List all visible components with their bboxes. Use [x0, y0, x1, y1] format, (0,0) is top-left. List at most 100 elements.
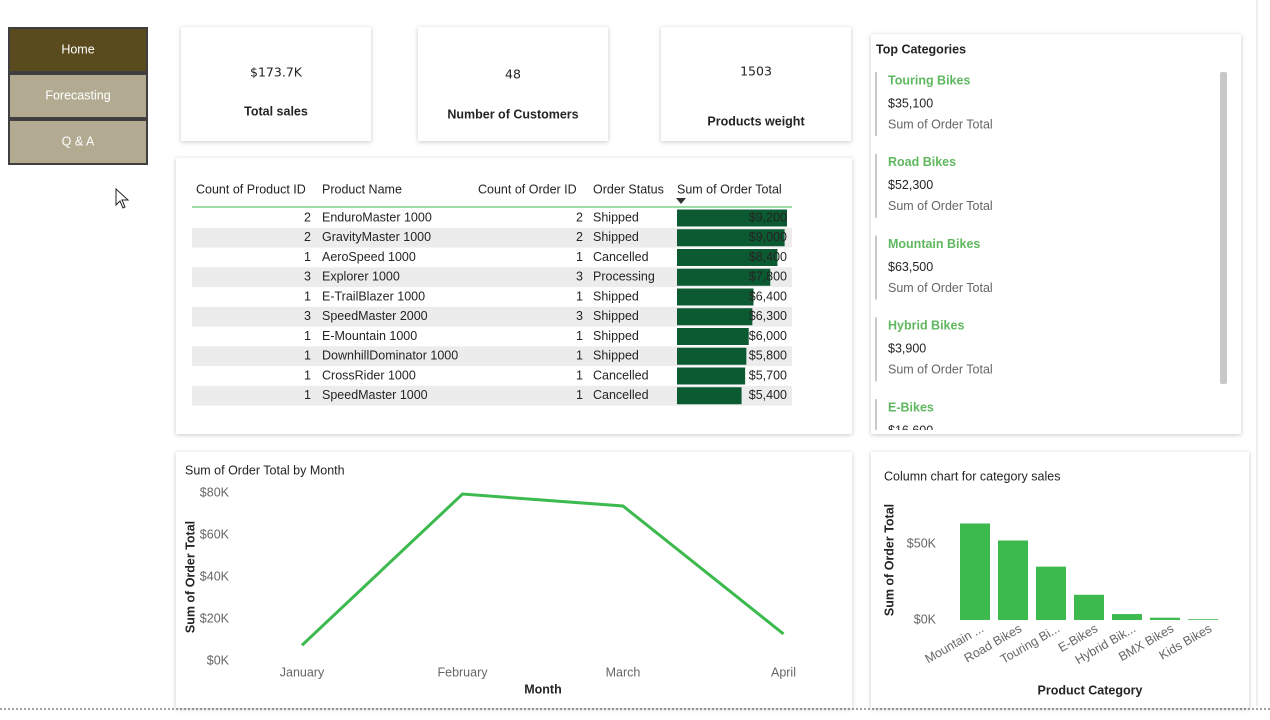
cell: EnduroMaster 1000 [322, 210, 432, 224]
cell: 1 [304, 349, 311, 363]
cell: 1 [576, 289, 583, 303]
card [661, 27, 851, 141]
cell: Processing [593, 270, 655, 284]
cell: E-Mountain 1000 [322, 329, 417, 343]
cell: Shipped [593, 230, 639, 244]
y-tick-label: $50K [907, 536, 937, 550]
cell: Shipped [593, 210, 639, 224]
cell: $9,200 [749, 210, 787, 224]
item-measure: Sum of Order Total [888, 117, 993, 131]
cell: $8,400 [749, 250, 787, 264]
data-bar [677, 288, 754, 306]
list-panel [871, 34, 1241, 434]
row-band [192, 385, 792, 406]
cell: 2 [304, 230, 311, 244]
cell: $6,400 [749, 289, 787, 303]
cell: $6,000 [749, 329, 787, 343]
cell: 2 [576, 210, 583, 224]
cell: GravityMaster 1000 [322, 230, 431, 244]
item-value: $35,100 [888, 96, 933, 110]
card [181, 27, 371, 141]
sort-indicator [676, 198, 686, 204]
item-measure: Sum of Order Total [888, 363, 993, 377]
chart-title: Sum of Order Total by Month [185, 463, 345, 477]
card-label: Total sales [244, 104, 308, 118]
cell: Cancelled [593, 250, 649, 264]
y-tick-label: $40K [200, 569, 230, 583]
column-header: Order Status [593, 182, 664, 196]
cell: Cancelled [593, 388, 649, 402]
nav-button[interactable] [8, 27, 148, 73]
cell: 1 [576, 250, 583, 264]
x-tick-label: January [280, 665, 325, 679]
cell: 1 [304, 388, 311, 402]
cursor [115, 187, 130, 209]
cell: $7,800 [749, 270, 787, 284]
cell: Cancelled [593, 368, 649, 382]
cell: 2 [304, 210, 311, 224]
data-bar [677, 249, 778, 266]
row-band [192, 346, 792, 367]
bar [1074, 594, 1104, 620]
x-tick-label: March [606, 665, 641, 679]
card-label: Products weight [707, 114, 805, 128]
column-header: Sum of Order Total [677, 182, 782, 196]
y-tick-label: $60K [200, 527, 230, 541]
item-name: Touring Bikes [888, 73, 970, 87]
cell: 3 [576, 309, 583, 323]
y-axis-title: Sum of Order Total [882, 504, 896, 616]
card-value: 1503 [740, 64, 772, 79]
data-bar [677, 209, 787, 227]
cell: Shipped [593, 289, 639, 303]
cell: $6,300 [749, 309, 787, 323]
cell: 1 [576, 349, 583, 363]
y-tick-label: $0K [207, 653, 230, 667]
nav-label[interactable]: Home [61, 42, 94, 56]
nav-label[interactable]: Q & A [62, 134, 95, 148]
y-tick-label: $80K [200, 485, 230, 499]
cell: CrossRider 1000 [322, 368, 416, 382]
item-value: $52,300 [888, 178, 933, 192]
y-tick-label: $20K [200, 611, 230, 625]
scrollbar[interactable] [1220, 72, 1227, 384]
line [300, 492, 785, 647]
item-measure: Sum of Order Total [888, 281, 993, 295]
cell: Shipped [593, 329, 639, 343]
x-tick-label: February [437, 665, 488, 679]
cell: 3 [576, 270, 583, 284]
cell: $9,000 [749, 230, 787, 244]
column-header: Count of Order ID [478, 182, 577, 196]
nav-button[interactable] [8, 73, 148, 119]
item-name: Mountain Bikes [888, 237, 980, 251]
data-bar [677, 268, 771, 286]
cell: SpeedMaster 2000 [322, 309, 428, 323]
cell: AeroSpeed 1000 [322, 250, 416, 264]
list-items: Touring Bikes $35,100 Sum of Order Total Ro… [875, 72, 993, 437]
cell: 3 [304, 270, 311, 284]
nav-button[interactable] [8, 119, 148, 165]
card-label: Number of Customers [447, 107, 578, 121]
item-name: E-Bikes [888, 400, 934, 414]
item-measure: Sum of Order Total [888, 199, 993, 213]
cell: Shipped [593, 309, 639, 323]
list-title: Top Categories [876, 42, 966, 56]
bar [1036, 566, 1066, 620]
cell: 1 [304, 329, 311, 343]
chart-title: Column chart for category sales [884, 469, 1060, 483]
data-bar [677, 367, 746, 385]
y-axis-title: Sum of Order Total [183, 521, 197, 633]
cell: DownhillDominator 1000 [322, 349, 458, 363]
bar [960, 523, 990, 620]
item-name: Road Bikes [888, 155, 956, 169]
cell: $5,700 [749, 368, 787, 382]
item-value: $16,600 [888, 423, 933, 437]
cell: 1 [576, 368, 583, 382]
cell: 1 [576, 388, 583, 402]
x-tick-label: April [771, 665, 796, 679]
cell: Explorer 1000 [322, 270, 400, 284]
cell: 1 [304, 368, 311, 382]
nav-label[interactable]: Forecasting [45, 88, 110, 102]
cell: SpeedMaster 1000 [322, 388, 428, 402]
data-bar [677, 347, 747, 365]
